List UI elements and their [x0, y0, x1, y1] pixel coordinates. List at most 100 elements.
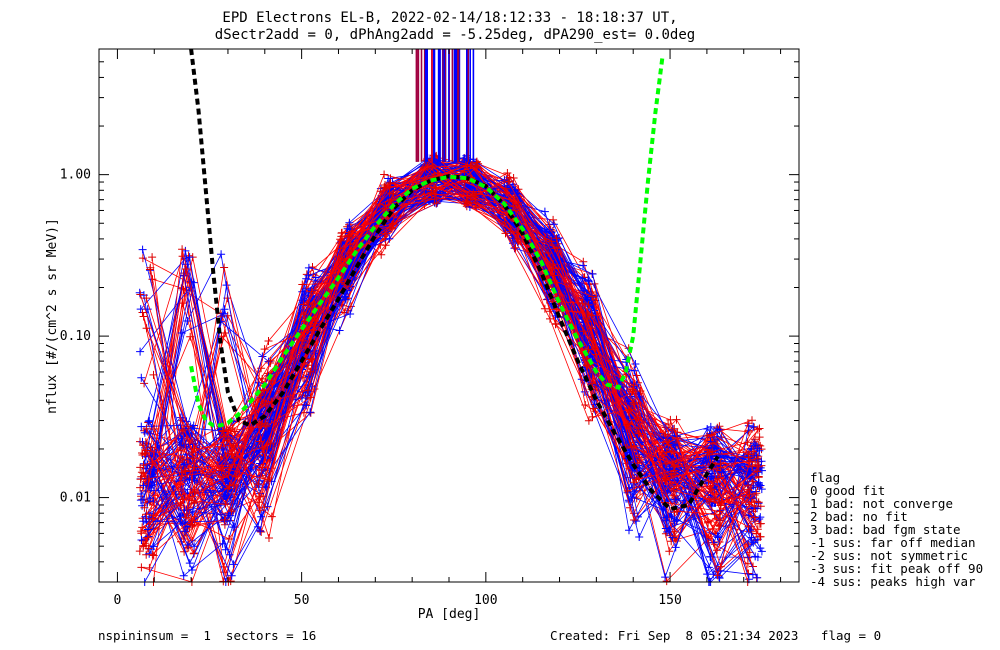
trace-marker — [579, 261, 587, 270]
trace-marker — [178, 426, 187, 434]
trace-marker — [343, 224, 352, 233]
trace-marker — [227, 507, 236, 516]
trace-marker — [588, 292, 597, 301]
trace-marker — [148, 253, 157, 262]
trace-marker — [584, 416, 593, 425]
trace-marker — [220, 515, 229, 524]
trace-marker — [381, 183, 390, 192]
trace-marker — [139, 481, 148, 490]
trace-marker — [220, 263, 229, 272]
trace-marker — [624, 420, 632, 429]
trace-marker — [254, 480, 263, 489]
trace-marker — [627, 442, 636, 451]
trace-marker — [256, 527, 265, 536]
trace-line — [147, 176, 751, 544]
fit-curves — [189, 49, 720, 512]
x-tick-label: 0 — [114, 593, 122, 608]
trace-marker — [229, 560, 238, 569]
trace-marker — [635, 533, 644, 541]
trace-marker — [716, 501, 725, 510]
trace-marker — [136, 496, 145, 505]
legend-entry: 3 bad: bad fgm state — [810, 522, 961, 537]
trace-marker — [137, 373, 146, 382]
trace-marker — [223, 484, 232, 493]
trace-marker — [750, 502, 759, 511]
y-tick-label: 0.01 — [60, 491, 91, 506]
trace-marker — [547, 237, 556, 246]
trace-marker — [145, 549, 154, 558]
trace-marker — [630, 366, 639, 375]
trace-marker — [632, 475, 641, 484]
trace-marker — [229, 454, 238, 462]
trace-marker — [142, 510, 151, 519]
x-tick-label: 100 — [474, 593, 497, 608]
trace-marker — [544, 249, 553, 257]
trace-marker — [430, 195, 439, 204]
trace-marker — [261, 433, 270, 442]
trace-marker — [138, 523, 147, 532]
trace-marker — [713, 474, 722, 483]
trace-marker — [749, 422, 758, 431]
trace-marker — [145, 563, 154, 572]
trace-marker — [551, 278, 560, 287]
trace-marker — [260, 503, 269, 512]
trace-marker — [472, 190, 481, 199]
trace-marker — [149, 466, 157, 474]
trace-marker — [227, 571, 236, 580]
trace-marker — [302, 401, 311, 410]
trace-marker — [265, 534, 273, 542]
legend-entry: -4 sus: peaks high var — [810, 574, 976, 589]
trace-marker — [186, 520, 195, 529]
trace-marker — [633, 459, 642, 468]
trace-marker — [708, 447, 717, 456]
trace-line — [142, 166, 759, 526]
trace-line — [144, 175, 752, 582]
trace-marker — [135, 547, 144, 556]
trace-marker — [176, 512, 185, 521]
footer-left: nspininsum = 1 sectors = 16 — [98, 628, 316, 643]
trace-marker — [707, 430, 716, 439]
trace-marker — [754, 498, 763, 507]
trace-marker — [634, 429, 643, 438]
trace-marker — [756, 544, 765, 553]
legend-title: flag — [810, 470, 840, 485]
trace-line — [152, 177, 749, 515]
trace-marker — [703, 458, 711, 466]
trace-line — [152, 172, 759, 555]
trace-marker — [628, 493, 637, 501]
trace-marker — [256, 437, 264, 446]
trace-marker — [226, 455, 235, 464]
trace-marker — [255, 492, 264, 501]
trace-marker — [180, 527, 189, 536]
trace-marker — [623, 487, 632, 495]
trace-marker — [226, 511, 235, 520]
trace-marker — [662, 577, 671, 586]
y-tick-label: 0.10 — [60, 329, 91, 344]
trace-marker — [506, 227, 515, 236]
trace-marker — [754, 462, 763, 471]
trace-marker — [622, 383, 631, 391]
legend: flag 0 good fit 1 bad: not converge 2 ba… — [810, 470, 983, 589]
trace-marker — [228, 443, 237, 452]
trace-marker — [661, 474, 670, 483]
trace-marker — [460, 167, 469, 176]
trace-marker — [187, 496, 196, 505]
trace-line — [153, 167, 755, 540]
trace-marker — [143, 525, 152, 534]
trace-marker — [756, 481, 765, 490]
trace-marker — [223, 311, 232, 320]
trace-marker — [261, 399, 270, 408]
footer-right: Created: Fri Sep 8 05:21:34 2023 flag = … — [550, 628, 881, 643]
trace-marker — [310, 300, 319, 308]
trace-marker — [389, 190, 398, 199]
trace-marker — [671, 495, 680, 504]
trace-marker — [750, 513, 759, 522]
trace-marker — [260, 345, 269, 354]
trace-marker — [672, 433, 681, 442]
trace-marker — [625, 526, 633, 535]
trace-marker — [578, 274, 587, 283]
trace-marker — [264, 337, 273, 345]
trace-marker — [715, 507, 724, 516]
trace-marker — [345, 232, 354, 241]
